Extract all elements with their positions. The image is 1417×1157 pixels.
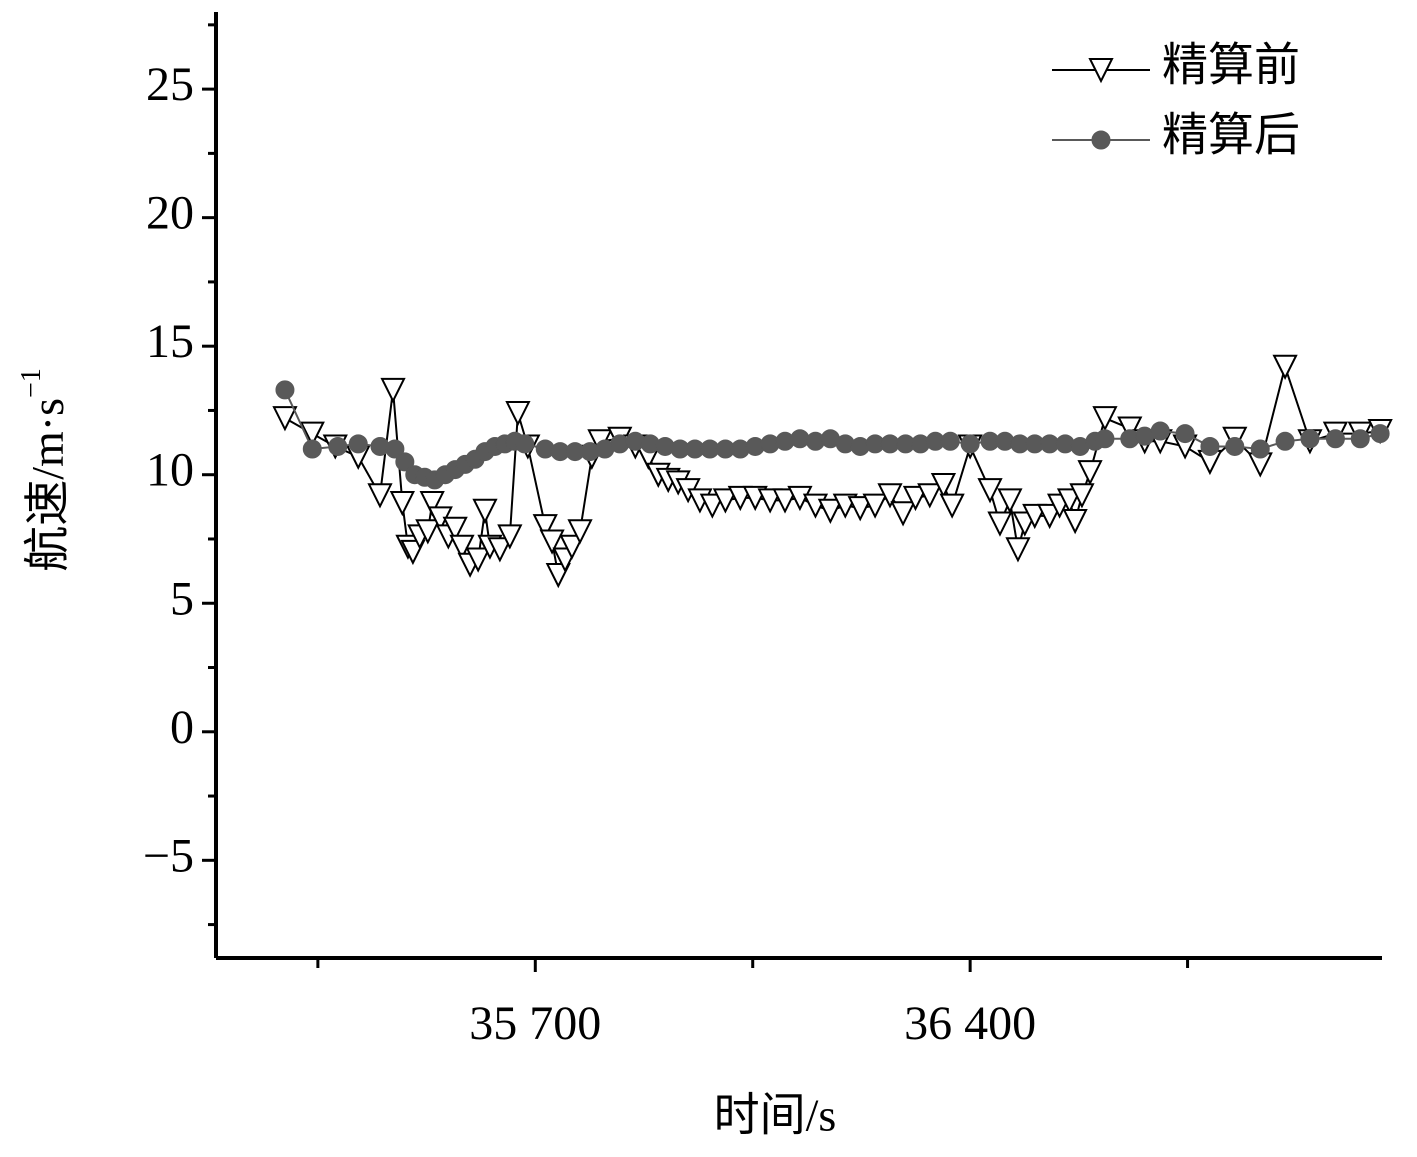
y-tick-label: 0 (170, 701, 194, 754)
y-tick-label: 15 (146, 315, 194, 368)
point (727, 485, 753, 512)
point (465, 547, 491, 573)
point (328, 436, 348, 456)
point (847, 496, 873, 522)
point (977, 478, 1003, 504)
legend-label: 精算后 (1162, 110, 1300, 161)
point (419, 490, 445, 517)
y-axis-label: 航速/m·s−1 (16, 368, 72, 572)
y-tick-label: 10 (146, 444, 194, 497)
point (862, 493, 888, 519)
point (302, 439, 322, 459)
point (415, 519, 441, 545)
x-tick-label: 35 700 (469, 997, 601, 1050)
y-axis-label-sup: −1 (16, 368, 47, 398)
point (1225, 436, 1245, 456)
point (1300, 429, 1320, 449)
point (997, 488, 1023, 514)
point (505, 401, 531, 427)
point (1275, 431, 1295, 451)
point (1350, 429, 1370, 449)
point (559, 534, 585, 560)
point (367, 483, 393, 509)
point (790, 429, 810, 449)
x-tick-label: 36 400 (904, 997, 1036, 1050)
point (272, 406, 298, 432)
point (940, 431, 960, 451)
point (1250, 439, 1270, 459)
point (1175, 424, 1195, 444)
point (1325, 429, 1345, 449)
legend-marker (1091, 130, 1111, 150)
point (877, 483, 903, 509)
point (567, 519, 593, 545)
point (299, 421, 325, 447)
point (385, 439, 405, 459)
point (1056, 488, 1083, 514)
point (772, 488, 798, 514)
point (449, 534, 475, 560)
point (395, 452, 415, 472)
point (610, 434, 630, 454)
legend-label: 精算前 (1162, 40, 1300, 91)
point (1092, 406, 1118, 432)
point (1022, 503, 1048, 530)
legend-marker (1088, 58, 1114, 84)
point (1095, 429, 1115, 449)
point (532, 514, 558, 540)
point (987, 511, 1013, 537)
y-tick-label: 20 (146, 187, 194, 240)
point (1069, 483, 1095, 509)
point (890, 501, 916, 527)
y-tick-label: 5 (170, 572, 194, 625)
point (712, 488, 739, 514)
point (960, 434, 980, 454)
point (917, 483, 943, 509)
y-tick-label: 25 (146, 58, 194, 111)
point (1005, 537, 1031, 563)
point (1200, 436, 1220, 456)
point (1150, 421, 1170, 441)
point (939, 493, 965, 519)
y-axis-label-main: 航速/m·s (22, 398, 73, 572)
point (1117, 416, 1143, 442)
point (902, 485, 929, 512)
point (757, 488, 783, 514)
point (930, 473, 957, 499)
point (389, 490, 415, 517)
x-axis-label: 时间/s (714, 1090, 837, 1141)
point (1272, 354, 1298, 380)
point (515, 434, 535, 454)
point (699, 493, 725, 519)
point (1370, 424, 1390, 444)
point (1037, 503, 1063, 530)
point (275, 380, 295, 400)
point (380, 377, 406, 404)
point (1077, 460, 1103, 486)
point (497, 524, 523, 550)
point (487, 537, 513, 563)
point (472, 498, 498, 524)
y-tick-label: −5 (143, 829, 194, 882)
point (348, 434, 368, 454)
point (539, 529, 565, 555)
point (817, 498, 843, 524)
point (1062, 508, 1088, 535)
point (442, 516, 468, 542)
